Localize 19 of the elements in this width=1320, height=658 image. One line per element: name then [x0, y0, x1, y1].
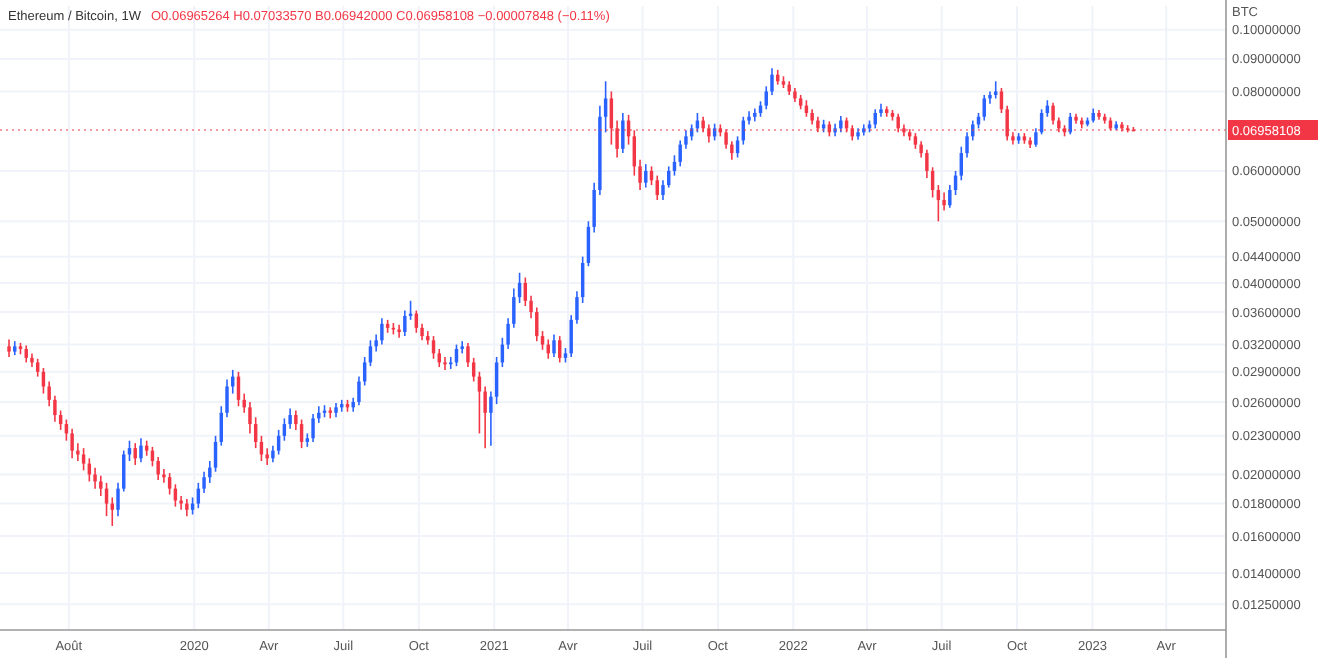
candlestick — [552, 333, 556, 358]
candlestick — [449, 356, 453, 370]
candlestick — [644, 163, 648, 189]
candlestick — [397, 323, 401, 339]
candlestick — [443, 356, 447, 371]
candlestick — [167, 472, 172, 496]
candlestick — [380, 317, 384, 346]
candlestick — [403, 309, 407, 337]
candlestick — [311, 413, 315, 443]
candlestick — [133, 442, 137, 466]
candlestick — [621, 112, 625, 154]
candlestick — [139, 437, 143, 464]
candlestick — [982, 94, 986, 122]
candlestick — [93, 466, 97, 490]
candlestick — [70, 427, 74, 460]
candlestick — [558, 335, 562, 364]
candlestick — [993, 80, 998, 100]
candlestick — [1051, 101, 1055, 126]
candlestick — [81, 447, 86, 472]
